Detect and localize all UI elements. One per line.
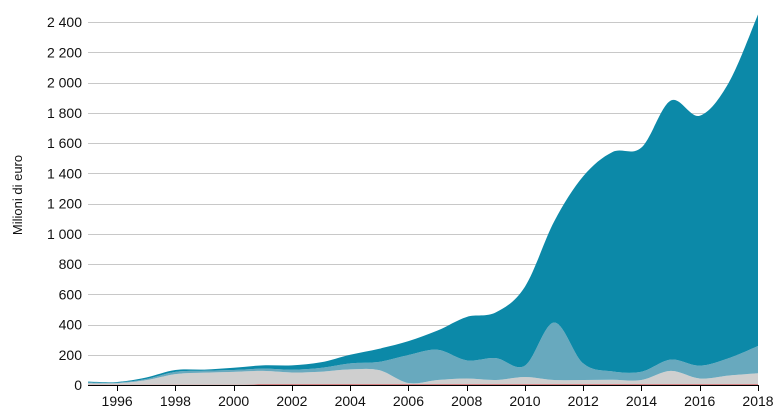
y-tick-label: 2 000 <box>47 75 82 91</box>
y-tick-label: 400 <box>59 317 83 333</box>
y-tick-label: 1 600 <box>47 135 82 151</box>
x-tick-label: 2012 <box>568 393 599 409</box>
x-tick-label: 2000 <box>218 393 249 409</box>
y-tick-label: 0 <box>74 377 82 393</box>
area-series-3 <box>88 322 758 384</box>
x-tick-label: 2014 <box>626 393 657 409</box>
grid-lines <box>88 22 758 356</box>
y-tick-label: 1 800 <box>47 105 82 121</box>
x-axis-tick-labels: 1996 1998 2000 2002 2004 2006 2008 2010 2012 2014… <box>102 393 774 409</box>
y-tick-label: 200 <box>59 347 83 363</box>
y-tick-label: 600 <box>59 286 83 302</box>
y-axis-tick-labels: 0 200 400 600 800 1 000 1 200 1 400 1 600 1 800 2 … <box>47 14 82 393</box>
y-tick-label: 2 400 <box>47 14 82 30</box>
y-tick-label: 1 400 <box>47 165 82 181</box>
axes <box>88 385 759 391</box>
area-layers <box>88 14 758 385</box>
x-tick-label: 2008 <box>451 393 482 409</box>
x-tick-label: 1998 <box>160 393 191 409</box>
y-tick-label: 1 000 <box>47 226 82 242</box>
x-tick-label: 2004 <box>335 393 366 409</box>
area-series-2 <box>88 368 758 385</box>
x-tick-label: 1996 <box>102 393 133 409</box>
area-series-4 <box>88 14 758 383</box>
x-tick-label: 2006 <box>393 393 424 409</box>
y-tick-label: 2 200 <box>47 44 82 60</box>
y-tick-label: 800 <box>59 256 83 272</box>
x-tick-label: 2018 <box>742 393 773 409</box>
x-tick-label: 2010 <box>509 393 540 409</box>
x-tick-label: 2016 <box>684 393 715 409</box>
y-axis-title: Milioni di euro <box>10 155 25 235</box>
y-tick-label: 1 200 <box>47 196 82 212</box>
x-tick-label: 2002 <box>276 393 307 409</box>
